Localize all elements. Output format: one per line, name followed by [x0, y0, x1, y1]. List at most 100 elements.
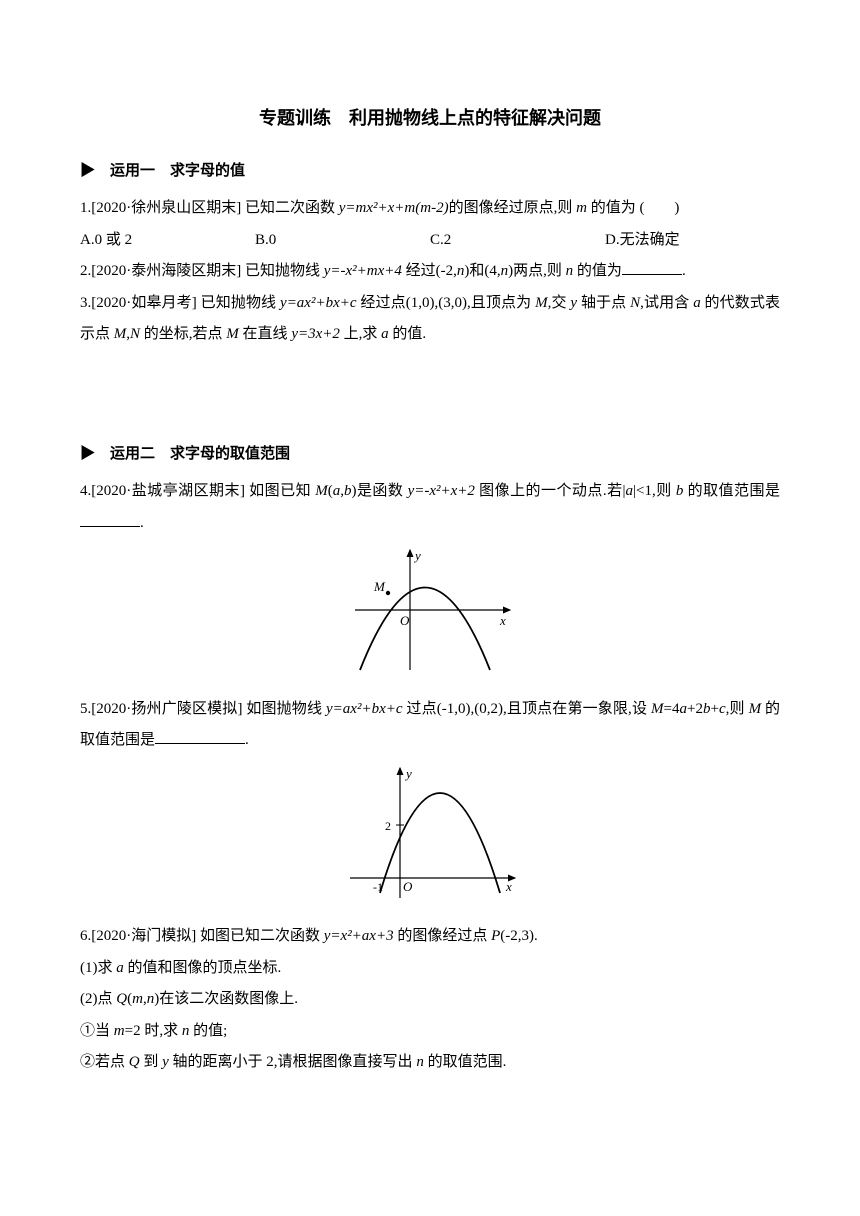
- parabola-graph-2: 2 -1 y x O: [340, 763, 520, 903]
- question-6-part2: (2)点 Q(m,n)在该二次函数图像上.: [80, 984, 780, 1016]
- q2-text-b: 经过(-2,: [402, 263, 457, 279]
- q6-Q2: Q: [129, 1054, 140, 1070]
- q6-s2a: ②若点: [80, 1054, 129, 1070]
- q6-s2d: 的取值范围.: [424, 1054, 507, 1070]
- q2-blank: [622, 260, 682, 275]
- q5-a: a: [680, 701, 688, 717]
- q3-text-a: 3.[2020·如皋月考] 已知抛物线: [80, 295, 280, 311]
- q3-expr: y=ax²+bx+c: [280, 295, 357, 311]
- q6-P: P: [491, 928, 500, 944]
- q4-text-a: 4.[2020·盐城亭湖区期末] 如图已知: [80, 483, 315, 499]
- q6-s2c: 轴的距离小于 2,请根据图像直接写出: [169, 1054, 417, 1070]
- q4-text-d: |<1,则: [633, 483, 676, 499]
- q5-blank: [155, 729, 245, 744]
- q6-a: a: [116, 960, 124, 976]
- q3-text-j: 的值.: [389, 326, 427, 342]
- q1-opt-b: B.0: [255, 225, 430, 257]
- q4-text-b: 是函数: [357, 483, 408, 499]
- question-3: 3.[2020·如皋月考] 已知抛物线 y=ax²+bx+c 经过点(1,0),…: [80, 288, 780, 351]
- q1-expr: y=mx²+x+m(m-2): [339, 200, 449, 216]
- question-2: 2.[2020·泰州海陵区期末] 已知抛物线 y=-x²+mx+4 经过(-2,…: [80, 256, 780, 288]
- q6-p2b: 在该二次函数图像上.: [159, 991, 298, 1007]
- q3-M3: M: [226, 326, 239, 342]
- q6-s2b: 到: [140, 1054, 163, 1070]
- q4-a2: a: [626, 483, 634, 499]
- q3-N: N: [630, 295, 640, 311]
- fig2-label-2: 2: [385, 819, 391, 833]
- question-6-sub2: ②若点 Q 到 y 轴的距离小于 2,请根据图像直接写出 n 的取值范围.: [80, 1047, 780, 1079]
- page-title: 专题训练 利用抛物线上点的特征解决问题: [80, 100, 780, 138]
- q3-text-i: 上,求: [340, 326, 381, 342]
- q5-text-c: ,则: [726, 701, 749, 717]
- q3-text-b: 经过点(1,0),(3,0),且顶点为: [357, 295, 536, 311]
- q6-Q: Q: [116, 991, 127, 1007]
- fig1-label-O: O: [400, 613, 410, 628]
- q3-a2: a: [381, 326, 389, 342]
- q3-a: a: [693, 295, 701, 311]
- q2-text-d: )两点,则: [508, 263, 566, 279]
- q6-p2a: (2)点: [80, 991, 116, 1007]
- fig1-label-y: y: [413, 548, 421, 563]
- fig1-label-M: M: [373, 579, 386, 594]
- q6-p1a: (1)求: [80, 960, 116, 976]
- q3-expr2: y=3x+2: [291, 326, 340, 342]
- q5-expr: y=ax²+bx+c: [326, 701, 403, 717]
- q6-text-a: 6.[2020·海门模拟] 如图已知二次函数: [80, 928, 324, 944]
- q5-text-e: .: [245, 732, 249, 748]
- parabola-graph-1: M y x O: [345, 545, 515, 675]
- q5-eq: =4: [664, 701, 680, 717]
- q6-m2: m: [114, 1023, 125, 1039]
- q2-text-a: 2.[2020·泰州海陵区期末] 已知抛物线: [80, 263, 324, 279]
- q6-n3: n: [416, 1054, 424, 1070]
- spacer: [80, 351, 780, 431]
- question-1: 1.[2020·徐州泉山区期末] 已知二次函数 y=mx²+x+m(m-2)的图…: [80, 193, 780, 225]
- q5-c: c: [719, 701, 726, 717]
- q6-y: y: [162, 1054, 169, 1070]
- q3-text-h: 在直线: [239, 326, 292, 342]
- fig1-label-x: x: [499, 613, 506, 628]
- q1-text-a: 1.[2020·徐州泉山区期末] 已知二次函数: [80, 200, 339, 216]
- q6-expr: y=x²+ax+3: [324, 928, 394, 944]
- q3-text-g: 的坐标,若点: [140, 326, 226, 342]
- q1-text-c: 的值为 ( ): [587, 200, 680, 216]
- fig2-label-O: O: [403, 879, 413, 894]
- q4-text-e: 的取值范围是: [683, 483, 780, 499]
- q2-text-f: .: [682, 263, 686, 279]
- q6-text-b: 的图像经过点: [394, 928, 492, 944]
- q5-M2: M: [749, 701, 762, 717]
- q6-s1a: ①当: [80, 1023, 114, 1039]
- q1-var: m: [576, 200, 587, 216]
- q5-p1: +2: [687, 701, 703, 717]
- q5-text-a: 5.[2020·扬州广陵区模拟] 如图抛物线: [80, 701, 326, 717]
- q1-text-b: 的图像经过原点,则: [449, 200, 577, 216]
- q3-text-c: ,交: [548, 295, 571, 311]
- q5-M: M: [651, 701, 664, 717]
- q2-text-c: )和(4,: [464, 263, 500, 279]
- q1-opt-a: A.0 或 2: [80, 225, 255, 257]
- q4-expr: y=-x²+x+2: [408, 483, 475, 499]
- q4-text-c: 图像上的一个动点.若|: [475, 483, 626, 499]
- fig2-label-neg1: -1: [373, 880, 383, 894]
- q3-M: M: [535, 295, 548, 311]
- q5-p2: +: [710, 701, 718, 717]
- q4-M: M: [315, 483, 328, 499]
- fig2-label-y: y: [404, 766, 412, 781]
- fig2-label-x: x: [505, 879, 512, 894]
- question-4: 4.[2020·盐城亭湖区期末] 如图已知 M(a,b)是函数 y=-x²+x+…: [80, 476, 780, 539]
- q3-text-d: 轴于点: [577, 295, 630, 311]
- q6-s1c: 的值;: [189, 1023, 227, 1039]
- q3-text-e: ,试用含: [640, 295, 693, 311]
- section-2-head: ▶ 运用二 求字母的取值范围: [80, 439, 780, 471]
- q6-m: m: [132, 991, 143, 1007]
- question-6-sub1: ①当 m=2 时,求 n 的值;: [80, 1016, 780, 1048]
- figure-1: M y x O: [80, 545, 780, 688]
- section-1-head: ▶ 运用一 求字母的值: [80, 156, 780, 188]
- question-5: 5.[2020·扬州广陵区模拟] 如图抛物线 y=ax²+bx+c 过点(-1,…: [80, 694, 780, 757]
- q6-pt: (-2,3).: [500, 928, 538, 944]
- q4-blank: [80, 512, 140, 527]
- q6-p1b: 的值和图像的顶点坐标.: [124, 960, 282, 976]
- q5-text-b: 过点(-1,0),(0,2),且顶点在第一象限,设: [403, 701, 652, 717]
- q4-text-f: .: [140, 515, 144, 531]
- q1-opt-d: D.无法确定: [605, 225, 780, 257]
- question-6-part1: (1)求 a 的值和图像的顶点坐标.: [80, 953, 780, 985]
